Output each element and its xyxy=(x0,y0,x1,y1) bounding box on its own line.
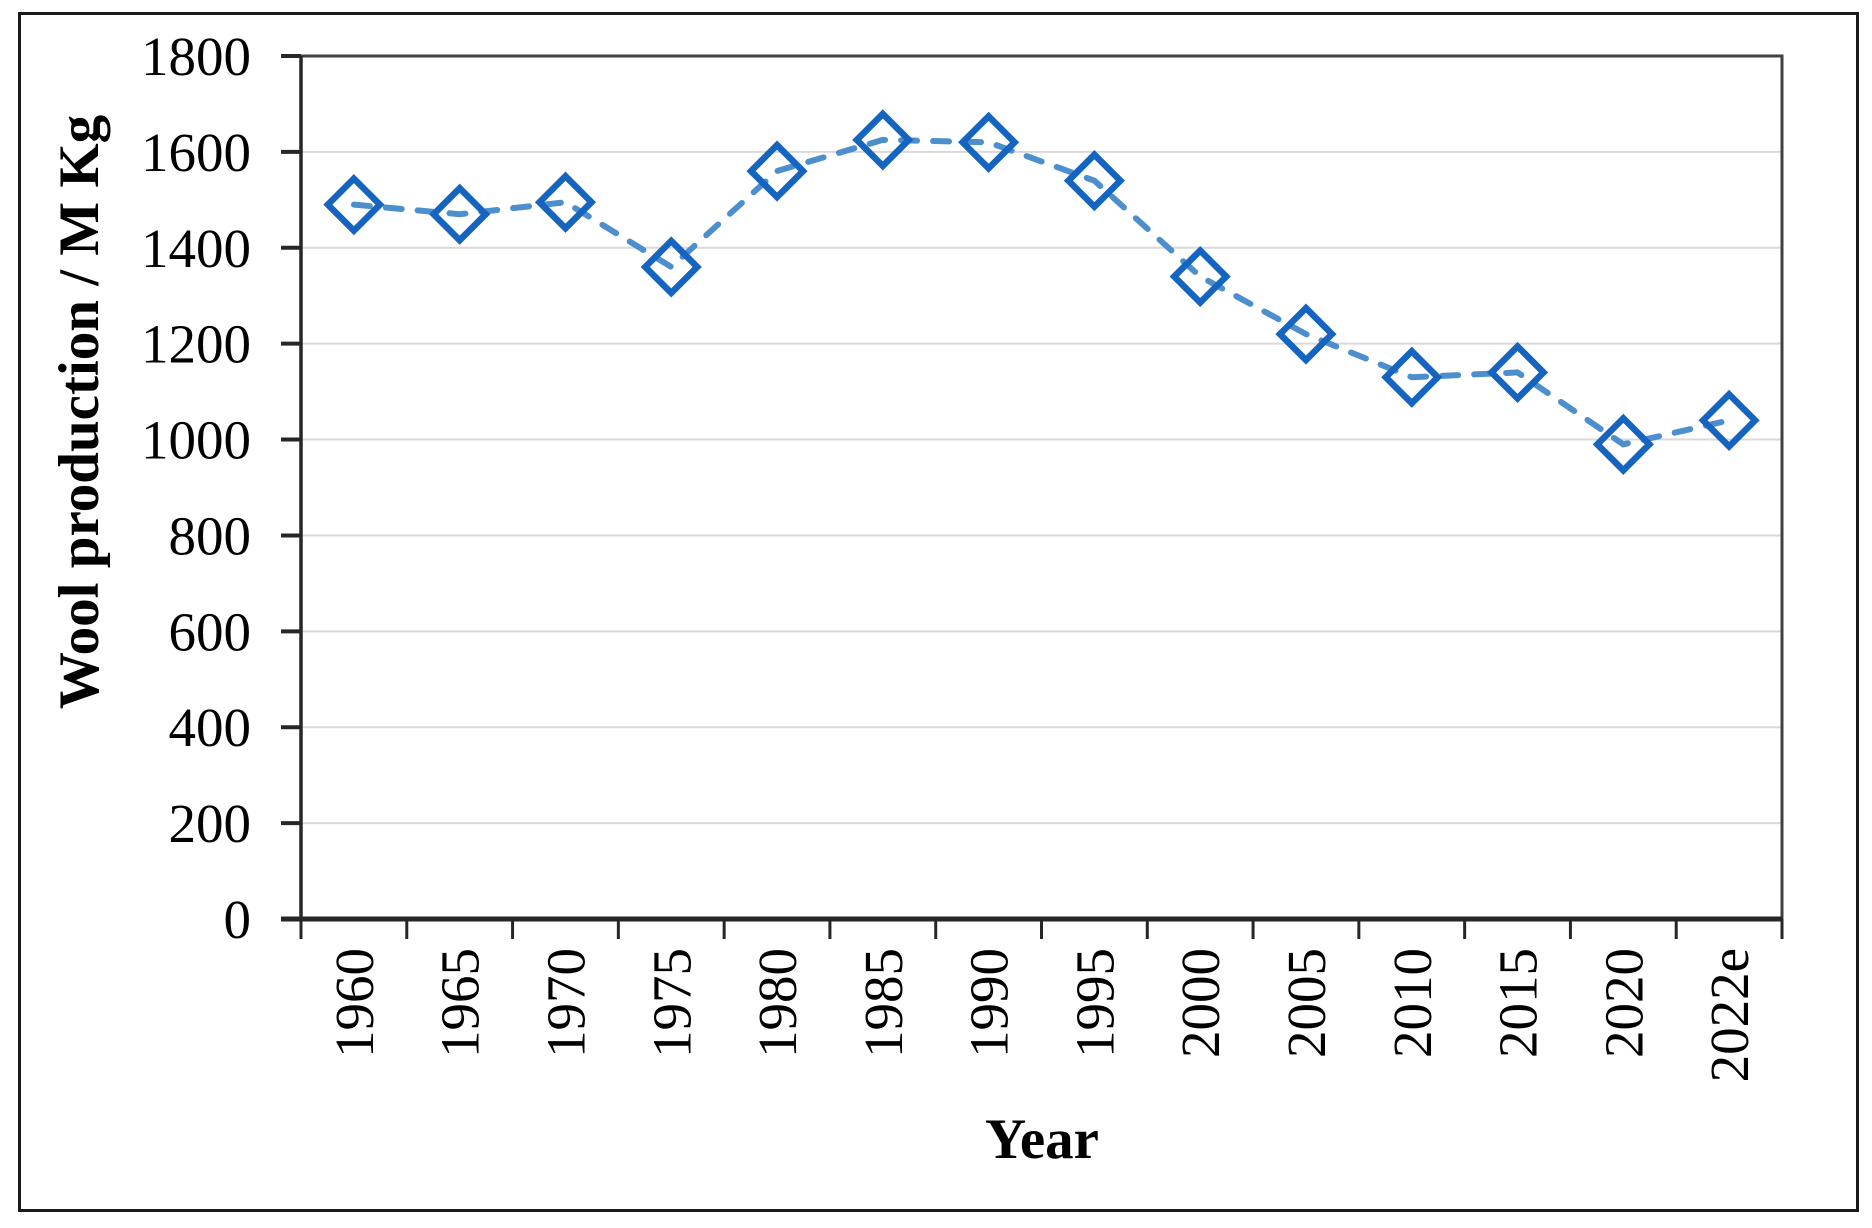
x-axis-title: Year xyxy=(985,1108,1099,1171)
data-point-marker xyxy=(1063,150,1125,212)
y-tick-label: 1200 xyxy=(141,314,251,375)
data-point-marker xyxy=(640,236,702,298)
x-tick-label: 1960 xyxy=(324,948,385,1058)
x-tick-label: 2022e xyxy=(1699,948,1760,1082)
y-tick-label: 800 xyxy=(169,505,252,566)
data-point-marker xyxy=(1275,303,1337,365)
data-point-marker xyxy=(534,171,597,233)
x-tick-label: 1975 xyxy=(641,948,702,1058)
x-tick-label: 2005 xyxy=(1276,948,1337,1058)
x-tick-label: 2020 xyxy=(1593,948,1654,1058)
data-point-marker xyxy=(1169,245,1231,308)
data-point-marker xyxy=(958,111,1020,173)
data-point-marker xyxy=(1486,341,1549,404)
y-tick-label: 0 xyxy=(224,889,252,950)
data-point-marker xyxy=(323,174,385,236)
plot-border xyxy=(299,54,1784,921)
y-tick-label: 1800 xyxy=(141,26,251,87)
data-point-marker xyxy=(852,109,914,171)
y-tick-label: 1000 xyxy=(141,410,251,471)
x-tick-label: 1965 xyxy=(430,948,491,1058)
y-tick-label: 400 xyxy=(169,697,252,758)
x-tick-label: 2010 xyxy=(1382,948,1443,1058)
x-tick-label: 2015 xyxy=(1488,948,1549,1058)
y-tick-label: 600 xyxy=(169,601,252,662)
chart-plot-area: 0 200 400 600 800 1000 1200 1400 1600 1800 1960 196… xyxy=(141,26,1784,1082)
data-point-marker xyxy=(429,183,491,245)
x-tick-label: 1995 xyxy=(1064,948,1125,1058)
y-tick-label: 1400 xyxy=(141,218,251,279)
data-point-marker xyxy=(746,140,808,202)
x-tick-label: 1985 xyxy=(853,948,914,1058)
y-tick-label: 1600 xyxy=(141,122,251,183)
y-axis-title: Wool production / M Kg xyxy=(48,115,111,709)
figure-border xyxy=(18,12,1859,1212)
data-point-marker xyxy=(1698,389,1760,451)
y-tick-label: 200 xyxy=(169,793,252,854)
x-tick-label: 2000 xyxy=(1170,948,1231,1058)
x-tick-label: 1970 xyxy=(535,948,596,1058)
x-tick-label: 1980 xyxy=(747,948,808,1058)
data-point-marker xyxy=(1592,413,1654,475)
x-tick-label: 1990 xyxy=(959,948,1020,1058)
data-point-marker xyxy=(1381,346,1443,408)
